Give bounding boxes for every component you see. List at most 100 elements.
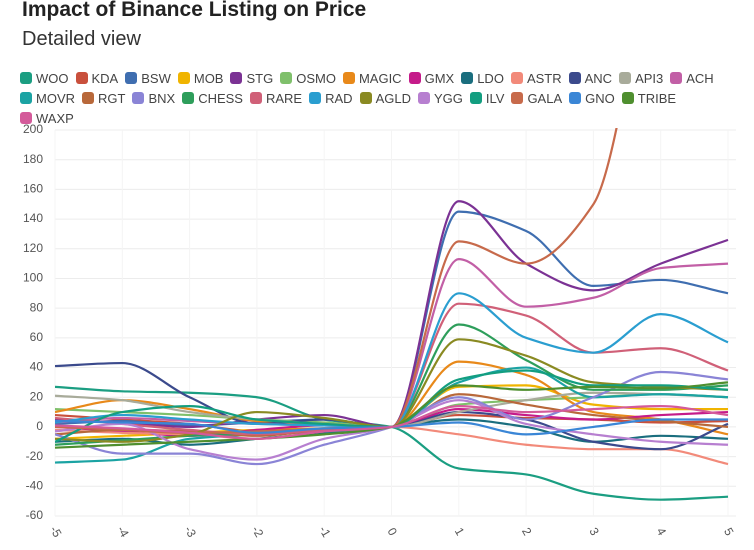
- x-tick-label: 5: [721, 525, 737, 538]
- legend-item: STG: [230, 70, 273, 86]
- y-tick-label: 40: [30, 360, 44, 374]
- legend-item: AGLD: [359, 90, 411, 106]
- legend-label: RARE: [265, 90, 303, 106]
- legend-label: TRIBE: [637, 90, 677, 106]
- lines: [55, 128, 729, 501]
- legend-item: ASTR: [510, 70, 562, 86]
- y-tick-label: 140: [23, 211, 43, 225]
- legend-swatch: [469, 92, 482, 104]
- x-tick-label: -1: [316, 523, 334, 540]
- legend-label: GALA: [527, 90, 563, 106]
- legend-item: RAD: [309, 90, 353, 106]
- legend-item: WAXP: [20, 110, 74, 126]
- x-tick-label: 1: [452, 525, 468, 538]
- legend-item: LDO: [461, 70, 504, 86]
- legend-item: MOB: [177, 70, 224, 86]
- legend-label: WAXP: [36, 110, 74, 126]
- legend-swatch: [342, 72, 355, 84]
- legend-swatch: [230, 72, 243, 84]
- legend-label: ACH: [686, 70, 714, 86]
- legend: WOO KDA BSW MOB STG OSMO MAGIC GMX LDO ASTR ANC API…: [20, 70, 720, 126]
- y-tick-label: 80: [30, 300, 44, 314]
- x-tick-label: 2: [519, 525, 535, 538]
- legend-label: MOVR: [36, 90, 75, 106]
- legend-label: RGT: [98, 90, 126, 106]
- legend-item: GMX: [408, 70, 455, 86]
- legend-swatch: [132, 92, 145, 104]
- y-tick-label: 20: [30, 389, 44, 403]
- legend-label: ILV: [485, 90, 505, 106]
- legend-label: BNX: [148, 90, 176, 106]
- legend-item: RGT: [82, 90, 125, 106]
- legend-item: WOO: [20, 70, 69, 86]
- legend-item: GALA: [511, 90, 562, 106]
- legend-swatch: [20, 72, 32, 84]
- chart-title: Impact of Binance Listing on Price: [22, 0, 367, 21]
- legend-item: CHESS: [182, 90, 243, 106]
- y-tick-label: -20: [26, 449, 44, 463]
- legend-swatch: [568, 72, 581, 84]
- legend-item: BSW: [125, 70, 171, 86]
- legend-label: WOO: [36, 70, 69, 86]
- legend-swatch: [75, 72, 88, 84]
- legend-label: YGG: [433, 90, 463, 106]
- y-tick-label: 200: [23, 122, 43, 136]
- legend-label: GMX: [424, 70, 455, 86]
- legend-swatch: [461, 72, 474, 84]
- legend-swatch: [510, 72, 523, 84]
- legend-label: KDA: [91, 70, 119, 86]
- x-tick-label: 0: [384, 525, 400, 538]
- legend-label: BSW: [141, 70, 171, 86]
- legend-swatch: [20, 92, 32, 104]
- legend-item: ACH: [670, 70, 714, 86]
- legend-swatch: [182, 92, 195, 104]
- x-tick-label: -2: [249, 523, 267, 540]
- legend-swatch: [417, 92, 430, 104]
- legend-label: AGLD: [375, 90, 411, 106]
- y-tick-label: 0: [36, 419, 43, 433]
- legend-item: TRIBE: [621, 90, 677, 106]
- x-tick-label: -5: [47, 523, 65, 540]
- y-tick-label: 60: [30, 330, 44, 344]
- series-line: [55, 200, 729, 429]
- legend-swatch: [408, 72, 421, 84]
- x-tick-label: -3: [182, 523, 200, 540]
- legend-item: OSMO: [280, 70, 336, 86]
- legend-item: YGG: [417, 90, 463, 106]
- legend-swatch: [125, 72, 138, 84]
- legend-item: MOVR: [20, 90, 75, 106]
- grid: [54, 129, 736, 517]
- legend-label: MOB: [193, 70, 224, 86]
- legend-swatch: [569, 92, 582, 104]
- legend-label: ANC: [584, 70, 613, 86]
- legend-label: LDO: [477, 70, 504, 86]
- y-tick-label: 160: [23, 182, 43, 196]
- legend-label: RAD: [325, 90, 353, 106]
- legend-item: RARE: [249, 90, 303, 106]
- y-tick-label: -60: [26, 508, 44, 522]
- y-tick-label: -40: [26, 478, 44, 492]
- legend-label: STG: [246, 70, 274, 86]
- legend-item: KDA: [75, 70, 119, 86]
- y-tick-label: 180: [23, 152, 43, 166]
- legend-swatch: [280, 72, 293, 84]
- legend-label: API3: [635, 70, 664, 86]
- legend-swatch: [82, 92, 94, 104]
- chart-subtitle: Detailed view: [22, 28, 141, 50]
- legend-label: CHESS: [198, 90, 243, 106]
- legend-item: API3: [619, 70, 663, 86]
- legend-label: GNO: [585, 90, 615, 106]
- legend-swatch: [20, 112, 32, 124]
- legend-swatch: [177, 72, 190, 84]
- series-line: [55, 292, 729, 429]
- legend-swatch: [511, 92, 524, 104]
- legend-item: MAGIC: [342, 70, 402, 86]
- legend-label: ASTR: [526, 70, 562, 86]
- y-tick-label: 100: [23, 271, 43, 285]
- x-tick-label: 4: [654, 525, 670, 538]
- legend-swatch: [309, 92, 322, 104]
- series-line: [55, 405, 729, 440]
- x-tick-label: 3: [586, 525, 602, 538]
